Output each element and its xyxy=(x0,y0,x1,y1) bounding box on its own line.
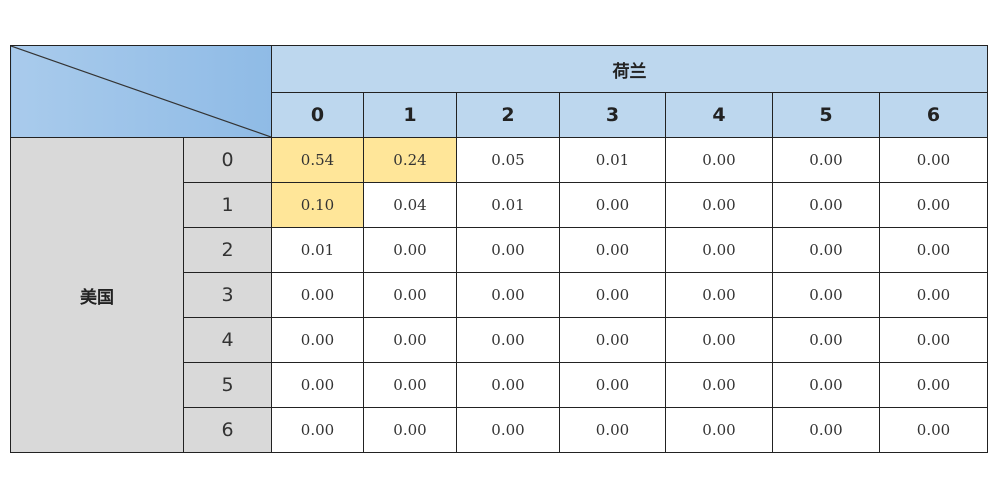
row-header: 4 xyxy=(183,317,272,363)
table-cell: 0.54 xyxy=(271,137,364,183)
table-cell: 0.00 xyxy=(772,407,880,453)
table-cell: 0.00 xyxy=(456,317,560,363)
table-row: 美国 0 0.54 0.24 0.05 0.01 0.00 0.00 0.00 xyxy=(10,137,988,453)
table-cell: 0.00 xyxy=(456,407,560,453)
table-cell: 0.00 xyxy=(559,182,666,228)
table-cell: 0.00 xyxy=(559,272,666,318)
table-cell: 0.00 xyxy=(879,317,988,363)
table-cell: 0.00 xyxy=(665,317,773,363)
row-header: 6 xyxy=(183,407,272,453)
table-cell: 0.00 xyxy=(665,182,773,228)
table-cell: 0.01 xyxy=(456,182,560,228)
table-row: 5 0.00 0.00 0.00 0.00 0.00 0.00 0.00 xyxy=(11,362,988,408)
table-cell: 0.00 xyxy=(879,362,988,408)
table-cell: 0.00 xyxy=(271,317,364,363)
table-cell: 0.00 xyxy=(879,407,988,453)
row-header: 0 xyxy=(183,137,272,183)
column-header: 2 xyxy=(456,92,560,138)
column-header: 3 xyxy=(559,92,666,138)
table-cell: 0.00 xyxy=(772,272,880,318)
table-cell: 0.00 xyxy=(271,407,364,453)
table-cell: 0.00 xyxy=(879,272,988,318)
table-cell: 0.00 xyxy=(772,317,880,363)
table-cell: 0.00 xyxy=(363,227,457,273)
diagonal-corner-cell xyxy=(10,45,272,138)
row-header: 3 xyxy=(183,272,272,318)
table-cell: 0.00 xyxy=(772,137,880,183)
column-header: 6 xyxy=(879,92,988,138)
table-cell: 0.00 xyxy=(772,362,880,408)
table-cell: 0.00 xyxy=(665,272,773,318)
column-header: 5 xyxy=(772,92,880,138)
table-row: 2 0.01 0.00 0.00 0.00 0.00 0.00 0.00 xyxy=(11,227,988,273)
table-cell: 0.00 xyxy=(559,317,666,363)
table-cell: 0.00 xyxy=(879,227,988,273)
table-cell: 0.00 xyxy=(363,407,457,453)
row-header: 2 xyxy=(183,227,272,273)
table-cell: 0.00 xyxy=(879,137,988,183)
table-row: 1 0.10 0.04 0.01 0.00 0.00 0.00 0.00 xyxy=(11,182,988,228)
table-cell: 0.00 xyxy=(363,362,457,408)
table-cell: 0.01 xyxy=(271,227,364,273)
table-cell: 0.00 xyxy=(665,407,773,453)
table-cell: 0.00 xyxy=(271,362,364,408)
column-header: 4 xyxy=(665,92,773,138)
row-header: 5 xyxy=(183,362,272,408)
table-cell: 0.00 xyxy=(772,182,880,228)
column-header: 0 xyxy=(271,92,364,138)
table-cell: 0.04 xyxy=(363,182,457,228)
table-cell: 0.24 xyxy=(363,137,457,183)
table-cell: 0.00 xyxy=(363,272,457,318)
table-row: 3 0.00 0.00 0.00 0.00 0.00 0.00 0.00 xyxy=(11,272,988,318)
table-cell: 0.00 xyxy=(559,407,666,453)
table-cell: 0.00 xyxy=(665,137,773,183)
table-cell: 0.00 xyxy=(363,317,457,363)
table-cell: 0.00 xyxy=(879,182,988,228)
table-row: 6 0.00 0.00 0.00 0.00 0.00 0.00 0.00 xyxy=(11,407,988,453)
table-cell: 0.01 xyxy=(559,137,666,183)
table-cell: 0.00 xyxy=(456,227,560,273)
table-cell: 0.00 xyxy=(271,272,364,318)
table-cell: 0.10 xyxy=(271,182,364,228)
column-header: 1 xyxy=(363,92,457,138)
row-group-header: 美国 xyxy=(10,137,184,453)
table-cell: 0.00 xyxy=(559,362,666,408)
table-cell: 0.00 xyxy=(665,227,773,273)
table-cell: 0.00 xyxy=(772,227,880,273)
table-cell: 0.05 xyxy=(456,137,560,183)
column-group-header: 荷兰 xyxy=(271,45,988,93)
row-header: 1 xyxy=(183,182,272,228)
table-cell: 0.00 xyxy=(456,272,560,318)
table-cell: 0.00 xyxy=(665,362,773,408)
table-cell: 0.00 xyxy=(456,362,560,408)
table-cell: 0.00 xyxy=(559,227,666,273)
